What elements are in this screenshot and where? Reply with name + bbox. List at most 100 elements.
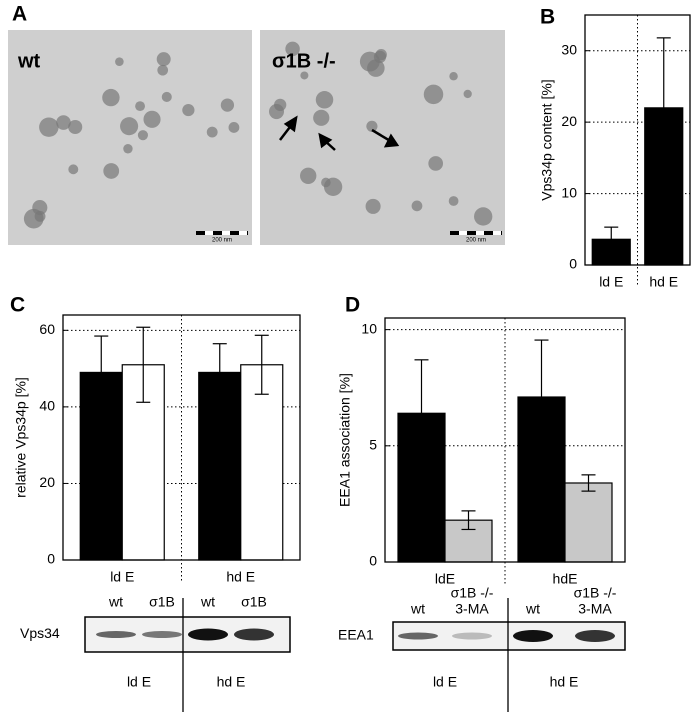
vesicle (268, 104, 285, 120)
scale-bar-seg (459, 231, 467, 235)
vesicle (157, 64, 169, 76)
micrograph-label: wt (17, 50, 41, 72)
vesicle (56, 115, 71, 130)
vesicle (373, 50, 387, 63)
vesicle (68, 119, 83, 135)
scale-label: 200 nm (466, 238, 486, 244)
panel-letter: B (540, 6, 555, 29)
lane-label: wt (108, 594, 123, 610)
y-tick-label: 10 (361, 320, 377, 336)
bar (240, 364, 284, 561)
vesicle (423, 84, 444, 105)
lane-label: σ1B -/- (574, 585, 617, 601)
group-label: hd E (550, 674, 579, 690)
error-bar (414, 359, 429, 468)
x-tick-label: ld E (599, 274, 623, 290)
scale-bar-seg (222, 231, 230, 235)
lane-label: 3-MA (578, 601, 612, 617)
band (452, 632, 492, 640)
x-tick-label: hdE (553, 571, 578, 587)
group-label: hd E (217, 674, 246, 690)
band (575, 630, 615, 642)
x-tick-label: ldE (435, 571, 455, 587)
bar (564, 482, 613, 563)
y-tick-label: 5 (369, 437, 377, 453)
group-label: ld E (127, 674, 151, 690)
scale-bar-seg (205, 231, 213, 235)
vesicle (411, 200, 423, 212)
y-tick-label: 10 (561, 184, 577, 200)
vesicle (300, 167, 317, 184)
lane-label: σ1B -/- (451, 585, 494, 601)
vesicle (300, 71, 309, 80)
lane-label: wt (410, 601, 425, 617)
error-bar (94, 335, 109, 410)
error-bar (461, 510, 476, 531)
vesicle (449, 71, 458, 81)
y-axis-label: Vps34p content [%] (539, 79, 555, 200)
panel-letter: D (345, 294, 360, 317)
y-tick-label: 0 (47, 551, 55, 567)
error-bar (534, 339, 549, 455)
vesicle (123, 144, 133, 154)
y-tick-label: 40 (39, 398, 55, 414)
vesicle (463, 89, 472, 99)
plot-frame (62, 314, 301, 561)
plot-frame (384, 317, 626, 563)
y-tick-label: 60 (39, 321, 55, 337)
y-tick-label: 0 (369, 553, 377, 569)
band (513, 630, 553, 642)
scale-bar-seg (476, 231, 484, 235)
scale-bar-seg (493, 231, 501, 235)
vesicle (323, 177, 343, 196)
band (142, 631, 182, 638)
error-bar (581, 474, 596, 492)
micrograph (8, 30, 252, 245)
y-axis-label: relative Vps34p [%] (13, 377, 29, 498)
vesicles (23, 41, 493, 229)
scale-label: 200 nm (212, 238, 232, 244)
error-bar (212, 343, 227, 402)
vesicle (315, 91, 334, 109)
vesicle (156, 52, 171, 67)
x-tick-label: hd E (649, 274, 678, 290)
vesicle (285, 41, 300, 57)
plot-frame (584, 14, 691, 266)
group-label: ld E (433, 674, 457, 690)
lane-label: σ1B (149, 594, 175, 610)
vesicle (366, 120, 378, 132)
error-bar (136, 326, 151, 403)
vesicle (68, 164, 79, 175)
vesicle (220, 98, 235, 112)
vesicle (161, 91, 172, 102)
vesicle (206, 126, 218, 138)
band (398, 632, 438, 640)
protein-label: Vps34 (20, 625, 60, 641)
band (96, 631, 136, 638)
y-tick-label: 20 (39, 474, 55, 490)
lane-label: 3-MA (455, 601, 489, 617)
lane-label: σ1B (241, 594, 267, 610)
band (188, 628, 228, 641)
vesicle (120, 117, 139, 136)
panel-letter: C (10, 294, 25, 317)
y-tick-label: 0 (569, 256, 577, 272)
vesicle (365, 198, 381, 214)
vesicle (367, 59, 385, 77)
lane-label: wt (200, 594, 215, 610)
error-bar (254, 334, 269, 395)
vesicle (182, 103, 195, 117)
protein-label: EEA1 (338, 627, 374, 643)
error-bar (604, 226, 619, 253)
vesicle (428, 156, 444, 171)
error-bar (656, 37, 671, 179)
y-axis-label: EEA1 association [%] (337, 373, 353, 507)
vesicle (448, 196, 459, 206)
scale-bar-seg (239, 231, 247, 235)
vesicle (39, 117, 59, 137)
vesicle (102, 88, 120, 107)
vesicle (135, 101, 145, 112)
micrograph-label: σ1B -/- (272, 50, 336, 72)
panel-letter: A (12, 3, 27, 26)
